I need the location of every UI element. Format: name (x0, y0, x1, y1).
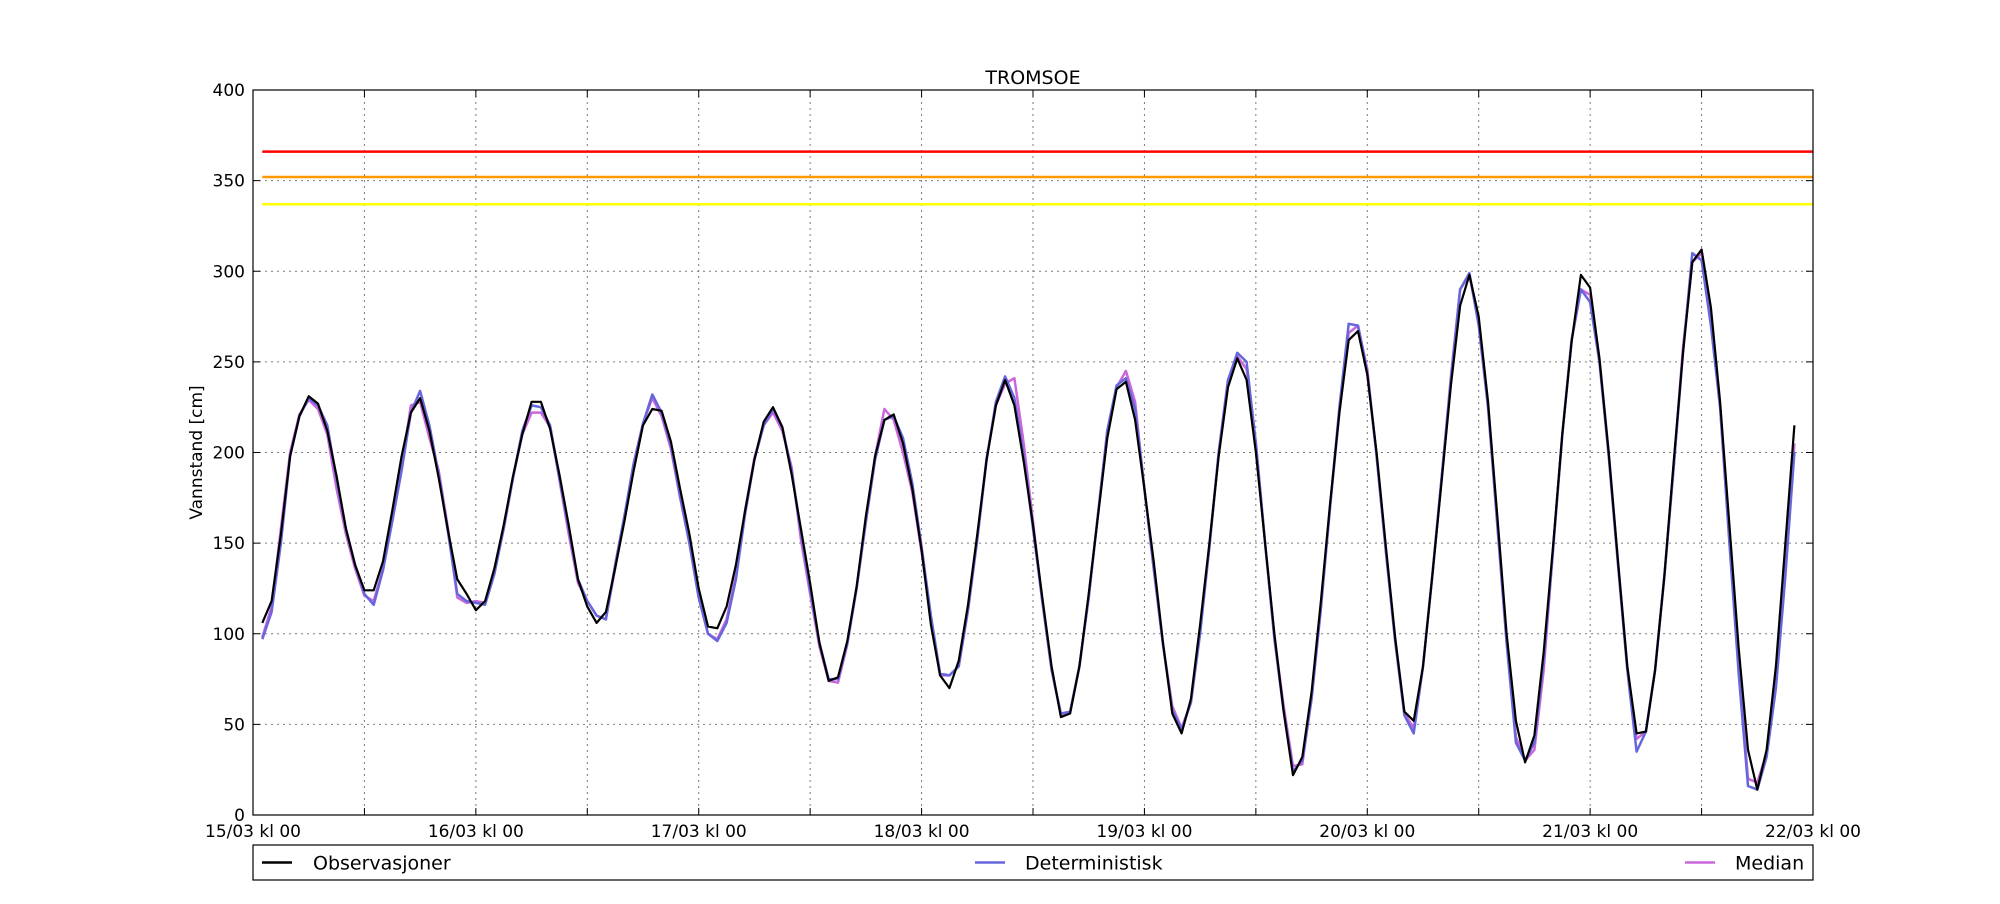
x-tick-label: 22/03 kl 00 (1765, 822, 1861, 842)
legend-label: Deterministisk (1025, 853, 1163, 875)
y-tick-label: 100 (213, 625, 245, 645)
legend: Observasjoner Deterministisk Median (252, 844, 1814, 881)
x-tick-label: 20/03 kl 00 (1319, 822, 1415, 842)
series-line-deterministisk (261, 251, 1796, 791)
x-tick-label: 18/03 kl 00 (874, 822, 970, 842)
x-tick-label: 19/03 kl 00 (1096, 822, 1192, 842)
series-line-observasjoner (261, 248, 1796, 791)
threshold-lines (262, 150, 1813, 206)
y-tick-label: 300 (213, 262, 245, 282)
y-tick-label: 350 (213, 172, 245, 192)
legend-label: Median (1735, 853, 1804, 875)
chart-title: TROMSOE (984, 67, 1080, 89)
y-tick-label: 0 (234, 806, 245, 826)
legend-box (252, 844, 1814, 881)
y-tick-label: 150 (213, 534, 245, 554)
x-tick-label: 16/03 kl 00 (428, 822, 524, 842)
x-tick-label: 17/03 kl 00 (651, 822, 747, 842)
grid (253, 90, 1813, 815)
series-line-median (261, 251, 1796, 784)
y-tick-label: 200 (213, 444, 245, 464)
y-tick-label: 400 (213, 81, 245, 101)
x-tick-label: 15/03 kl 00 (205, 822, 301, 842)
axis-ticks: 0 50 100 150 200 250 300 350 400 15/03 kl 00 16/03… (205, 81, 1861, 842)
y-axis-label: Vannstand [cm] (187, 385, 207, 519)
x-tick-label: 21/03 kl 00 (1542, 822, 1638, 842)
series-lines (261, 248, 1796, 791)
y-tick-label: 50 (223, 715, 245, 735)
legend-label: Observasjoner (313, 853, 451, 875)
y-tick-label: 250 (213, 353, 245, 373)
